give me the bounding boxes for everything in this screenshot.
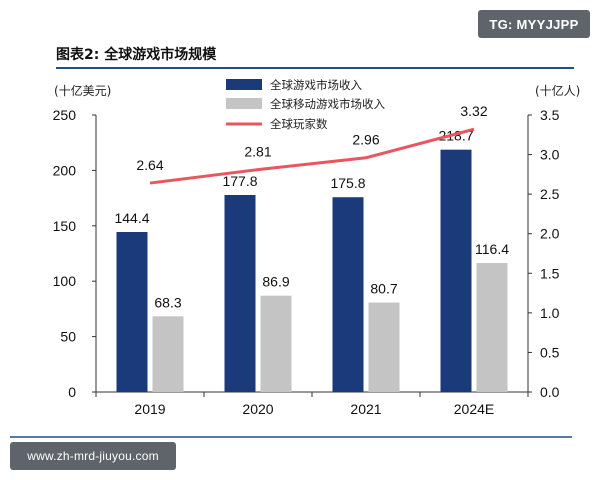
bar-mobile-label: 116.4 [475, 241, 509, 257]
bar-mobile-label: 80.7 [370, 281, 397, 297]
left-tick-label: 250 [53, 107, 77, 123]
left-tick-label: 150 [53, 218, 77, 234]
watermark-url: www.zh-mrd-jiuyou.com [10, 442, 176, 470]
right-tick-label: 0.0 [540, 384, 560, 400]
legend-swatch-market [226, 79, 262, 90]
legend-label-players: 全球玩家数 [270, 117, 328, 131]
bar-mobile-revenue [260, 295, 292, 392]
right-tick-label: 3.0 [540, 147, 560, 163]
legend-label-market: 全球游戏市场收入 [270, 78, 362, 92]
bar-mobile-revenue [476, 263, 508, 392]
left-tick-label: 50 [60, 329, 76, 345]
legend-swatch-mobile [226, 98, 262, 109]
bar-mobile-revenue [368, 302, 400, 392]
watermark-badge: TG: MYYJJPP [478, 10, 590, 38]
bar-market-label: 175.8 [330, 175, 365, 191]
x-tick-label: 2021 [350, 401, 381, 417]
left-tick-label: 200 [53, 162, 77, 178]
bar-mobile-label: 86.9 [262, 274, 289, 290]
bar-market-label: 144.4 [114, 210, 149, 226]
left-tick-label: 100 [53, 273, 77, 289]
players-point-label: 2.96 [352, 132, 379, 148]
right-tick-label: 3.5 [540, 107, 560, 123]
right-tick-label: 0.5 [540, 344, 560, 360]
bar-market-revenue [116, 232, 148, 392]
players-point-label: 3.32 [460, 103, 487, 119]
right-tick-label: 1.0 [540, 305, 560, 321]
x-tick-label: 2020 [242, 401, 273, 417]
bar-mobile-label: 68.3 [154, 294, 181, 310]
title-divider [56, 67, 574, 69]
right-tick-label: 2.5 [540, 186, 560, 202]
players-line [149, 127, 475, 185]
bar-market-label: 177.8 [222, 173, 257, 189]
right-tick-label: 1.5 [540, 265, 560, 281]
legend-label-mobile: 全球移动游戏市场收入 [270, 97, 385, 111]
players-point-label: 2.81 [244, 144, 271, 160]
bar-market-revenue [332, 197, 364, 392]
bar-mobile-revenue [152, 316, 184, 392]
players-point-label: 2.64 [136, 157, 163, 173]
bar-market-revenue [440, 149, 472, 392]
bar-market-revenue [224, 194, 256, 392]
left-tick-label: 0 [68, 384, 76, 400]
figure-title: 图表2: 全球游戏市场规模 [56, 47, 217, 63]
x-tick-label: 2024E [454, 401, 494, 417]
x-tick-label: 2019 [134, 401, 165, 417]
left-axis-unit: (十亿美元) [54, 83, 111, 98]
right-tick-label: 2.0 [540, 226, 560, 242]
right-axis-unit: (十亿人) [535, 83, 580, 98]
